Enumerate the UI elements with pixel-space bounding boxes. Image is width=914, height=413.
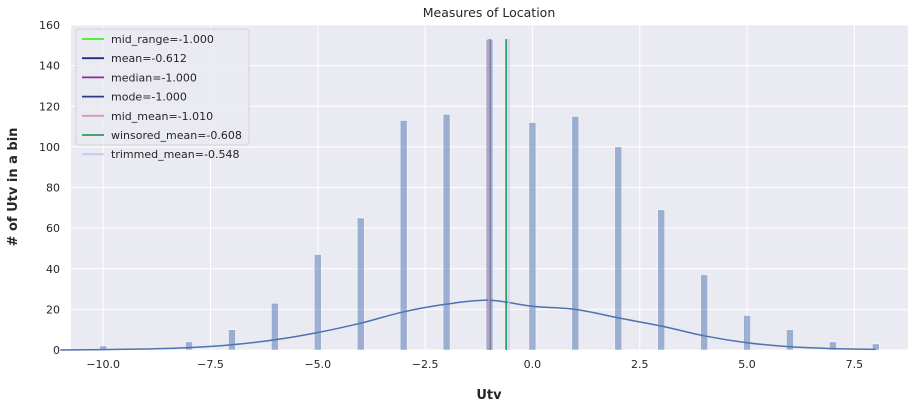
x-tick-label: −5.0 <box>304 358 331 371</box>
histogram-bar <box>657 209 665 351</box>
histogram-bar <box>185 341 193 351</box>
x-axis-label: Utv <box>476 388 502 403</box>
legend-label: median=-1.000 <box>111 71 197 84</box>
x-tick-label: 7.5 <box>846 358 864 371</box>
histogram-bar <box>829 341 837 351</box>
y-axis-label: # of Utv in a bin <box>6 128 21 247</box>
chart-title: Measures of Location <box>423 5 556 20</box>
histogram-bar <box>872 343 880 351</box>
y-tick-label: 120 <box>39 100 60 113</box>
y-tick-label: 40 <box>46 263 60 276</box>
histogram-bar <box>356 217 365 351</box>
histogram-bar <box>700 274 708 351</box>
y-tick-label: 140 <box>39 60 60 73</box>
histogram-bar <box>442 114 451 351</box>
histogram-bar <box>614 146 623 351</box>
x-tick-label: 5.0 <box>738 358 756 371</box>
legend-label: trimmed_mean=-0.548 <box>111 148 239 161</box>
histogram-bar <box>271 303 279 351</box>
histogram-bar <box>786 329 794 351</box>
x-tick-label: 0.0 <box>524 358 542 371</box>
x-tick-label: 2.5 <box>631 358 649 371</box>
legend-label: mid_range=-1.000 <box>111 33 214 46</box>
y-tick-label: 0 <box>53 344 60 357</box>
y-tick-label: 100 <box>39 141 60 154</box>
legend-label: mode=-1.000 <box>111 91 187 104</box>
y-tick-label: 160 <box>39 19 60 32</box>
histogram-bar <box>571 116 580 351</box>
legend-label: mid_mean=-1.010 <box>111 110 213 123</box>
histogram-bar <box>314 254 322 351</box>
histogram-bar <box>228 329 236 351</box>
x-tick-label: −10.0 <box>86 358 120 371</box>
legend-label: winsored_mean=-0.608 <box>111 129 242 142</box>
histogram-bar <box>743 315 751 351</box>
y-tick-label: 60 <box>46 222 60 235</box>
legend-label: mean=-0.612 <box>111 52 187 65</box>
y-tick-label: 80 <box>46 182 60 195</box>
legend: mid_range=-1.000 mean=-0.612 median=-1.000… <box>75 28 250 161</box>
x-tick-label: −2.5 <box>412 358 439 371</box>
kde-curve <box>60 299 876 351</box>
histogram-bar <box>528 122 537 351</box>
legend-box <box>75 28 250 146</box>
histogram-bar <box>399 120 408 351</box>
y-tick-label: 20 <box>46 303 60 316</box>
x-tick-label: −7.5 <box>197 358 224 371</box>
